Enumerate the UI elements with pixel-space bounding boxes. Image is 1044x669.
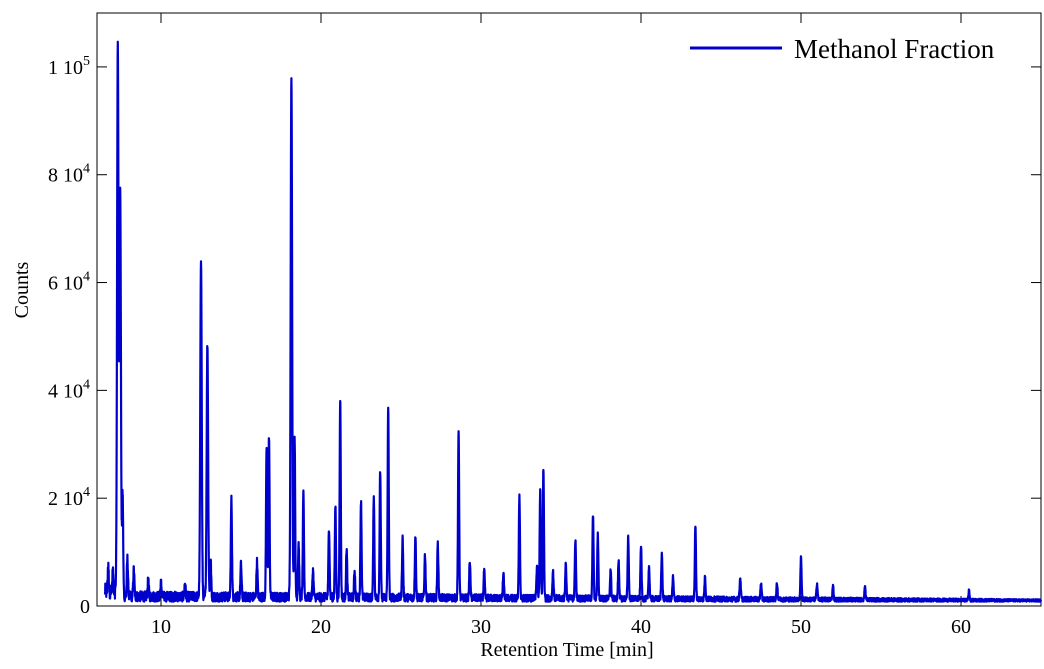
legend: Methanol Fraction xyxy=(690,34,995,64)
series-line-methanol-fraction xyxy=(103,40,1043,603)
x-tick-label: 40 xyxy=(631,616,651,638)
x-tick-label: 20 xyxy=(311,616,331,638)
y-axis-label: Counts xyxy=(11,261,33,318)
x-tick-label: 50 xyxy=(791,616,811,638)
y-tick-label: 8 104 xyxy=(48,162,90,187)
x-axis-ticks: 10 20 30 40 50 60 xyxy=(151,13,971,638)
y-tick-label: 1 105 xyxy=(48,54,90,79)
x-axis-label: Retention Time [min] xyxy=(480,639,653,661)
y-tick-label: 6 104 xyxy=(48,270,90,295)
x-tick-label: 30 xyxy=(471,616,491,638)
plot-border xyxy=(96,12,1042,607)
y-tick-label: 0 xyxy=(80,596,90,618)
x-tick-label: 60 xyxy=(951,616,971,638)
x-tick-label: 10 xyxy=(151,616,171,638)
y-tick-label: 4 104 xyxy=(48,377,90,402)
series-layer xyxy=(103,40,1043,603)
y-axis-ticks: 0 2 104 4 104 6 104 8 104 1 105 xyxy=(48,54,1041,618)
plot-frame xyxy=(96,12,1042,607)
y-tick-label: 2 104 xyxy=(48,485,90,510)
legend-label-methanol-fraction: Methanol Fraction xyxy=(794,34,995,64)
